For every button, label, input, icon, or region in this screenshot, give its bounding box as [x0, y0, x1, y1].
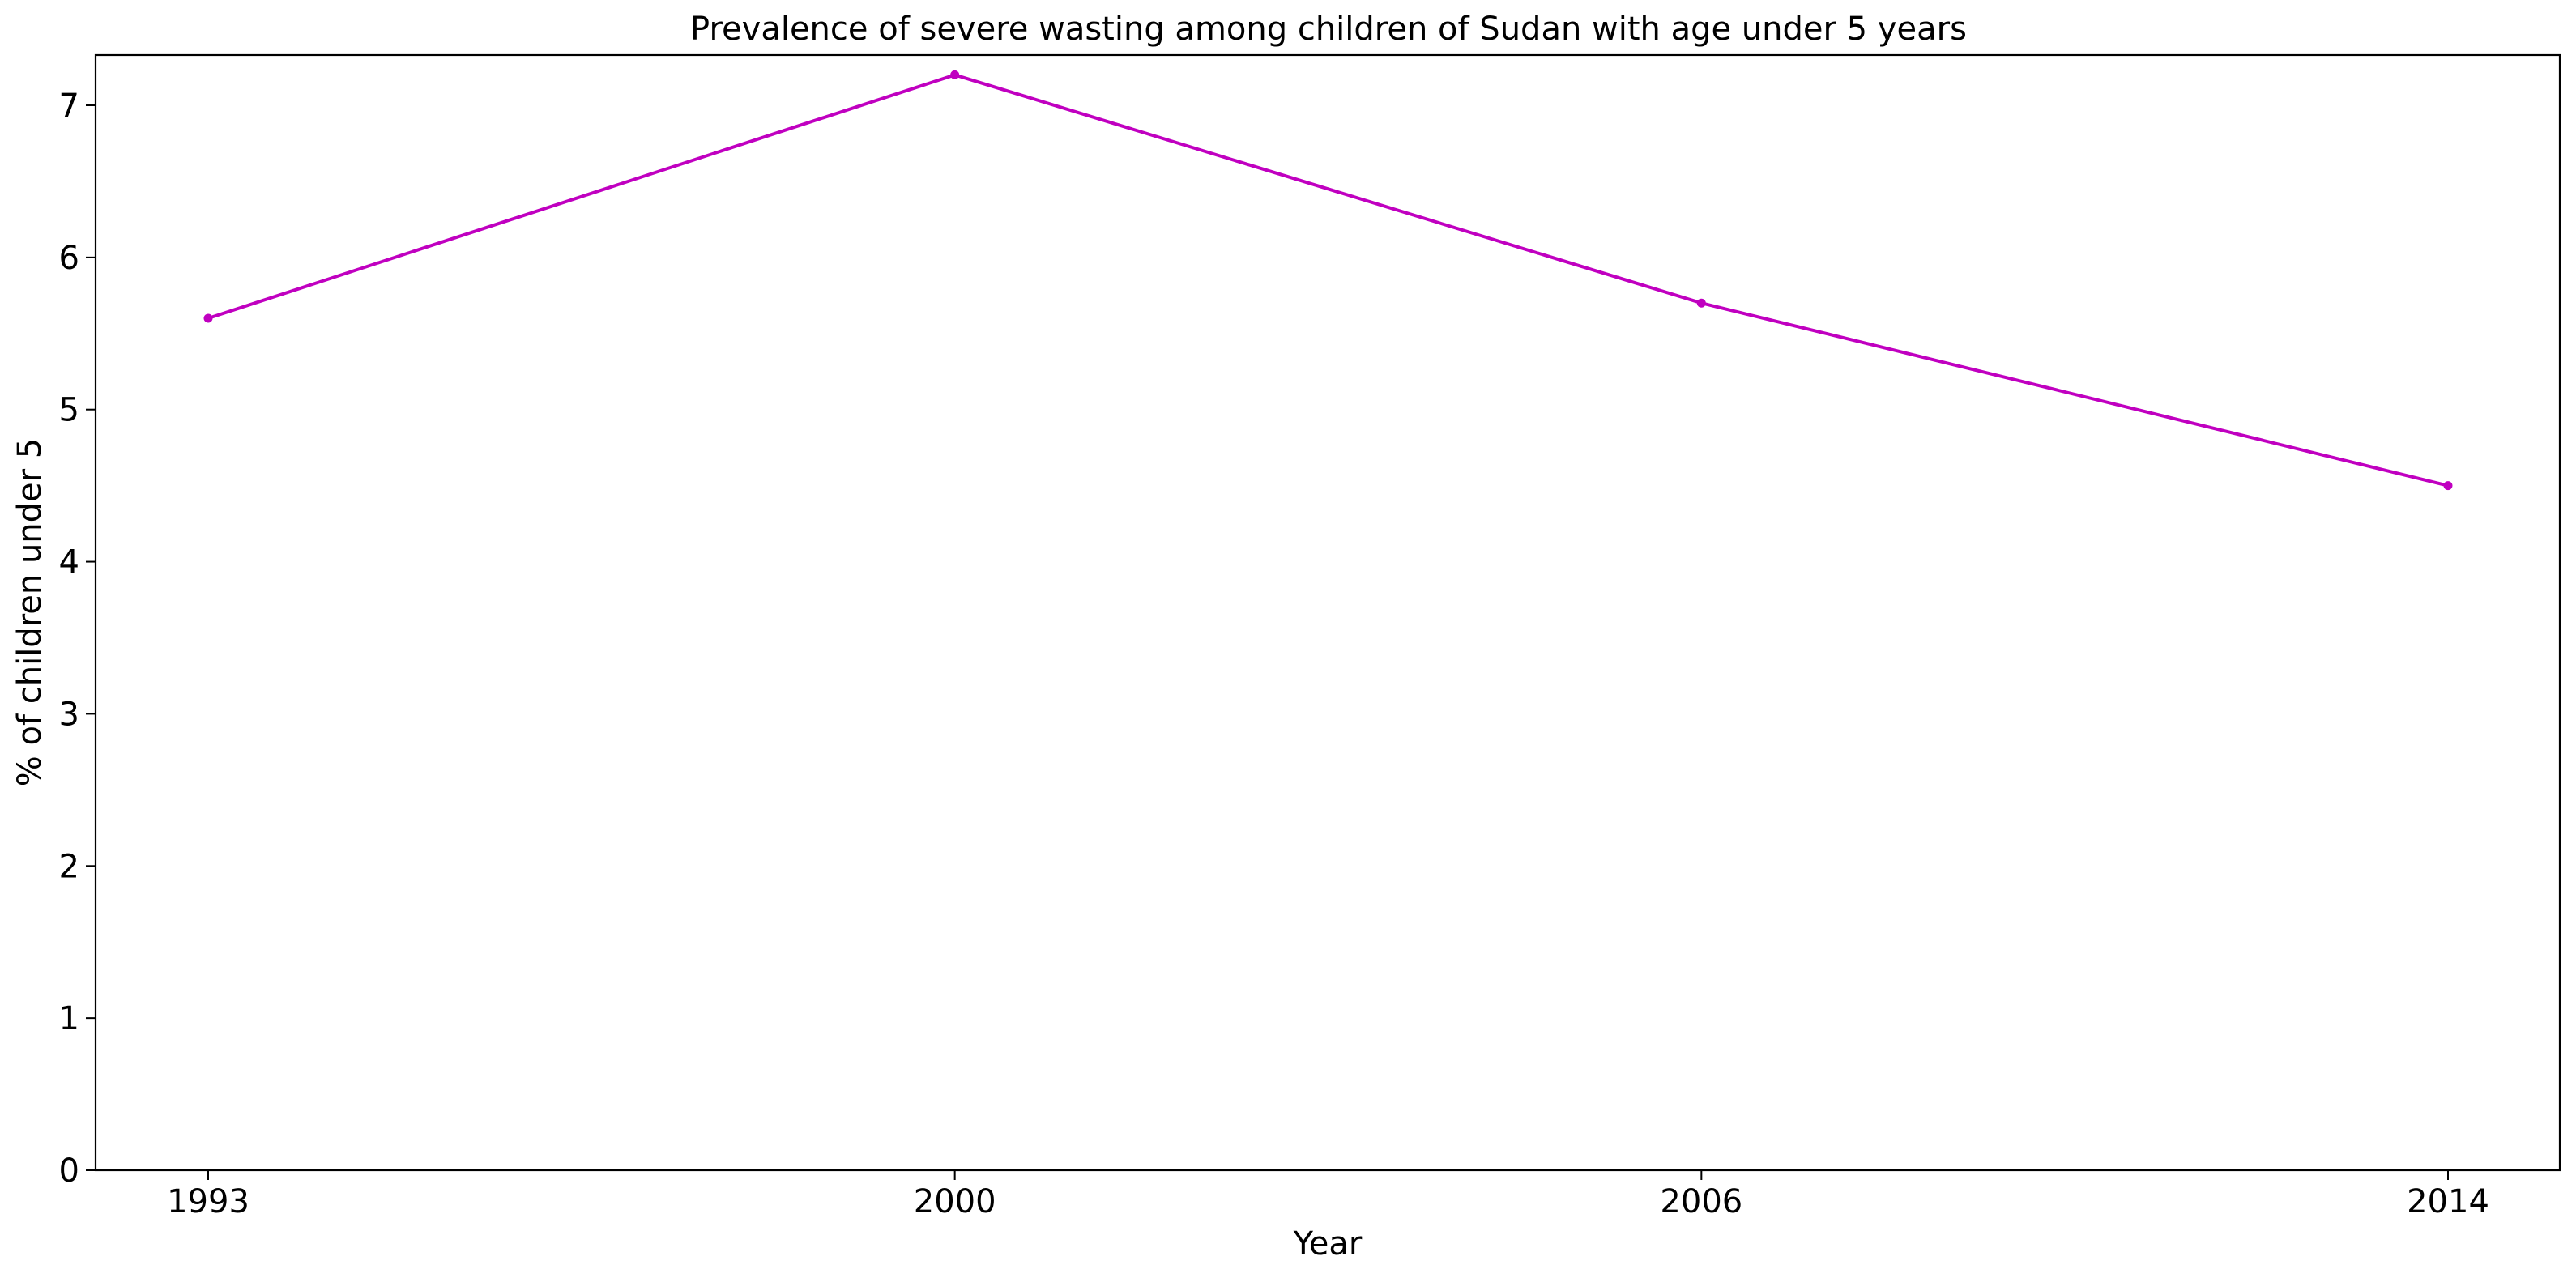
y-tick-label: 4 — [59, 544, 79, 581]
x-tick-label: 1993 — [167, 1183, 249, 1220]
chart-title: Prevalence of severe wasting among child… — [690, 11, 1967, 48]
y-tick-label: 6 — [59, 240, 79, 277]
y-tick-label: 2 — [59, 848, 79, 885]
x-axis-label: Year — [1293, 1225, 1363, 1263]
data-point — [1696, 298, 1706, 308]
data-point — [203, 313, 213, 323]
series-line — [207, 73, 2449, 488]
y-tick-label: 0 — [59, 1152, 79, 1190]
x-tick-label: 2006 — [1660, 1183, 1742, 1220]
x-tick-label: 2000 — [914, 1183, 996, 1220]
data-point — [950, 70, 960, 79]
y-tick-label: 7 — [59, 87, 79, 125]
y-tick-label: 5 — [59, 392, 79, 429]
series-layer — [203, 70, 2453, 491]
y-axis-label: % of children under 5 — [11, 438, 49, 787]
y-tick-label: 1 — [59, 1000, 79, 1037]
y-axis-ticks: 0 1 2 3 4 5 6 7 — [59, 87, 96, 1190]
y-tick-label: 3 — [59, 696, 79, 733]
x-axis-ticks: 1993 2000 2006 2014 — [167, 1170, 2489, 1220]
x-tick-label: 2014 — [2407, 1183, 2489, 1220]
data-point — [2443, 481, 2453, 491]
plot-area-frame — [94, 53, 2561, 1172]
